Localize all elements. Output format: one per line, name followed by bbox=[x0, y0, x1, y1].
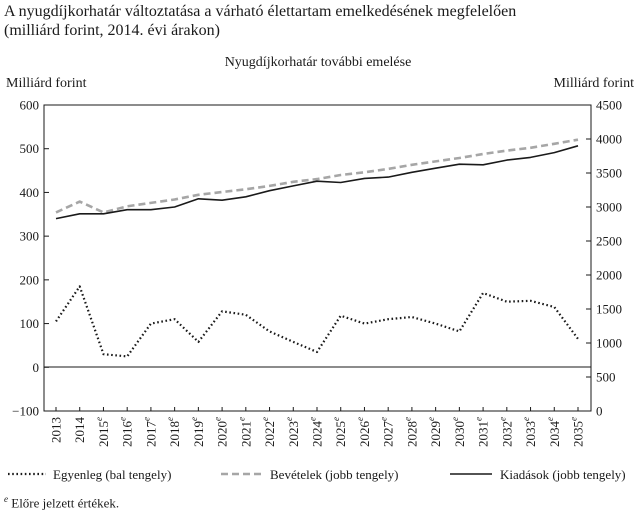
left-tick-label: 200 bbox=[20, 272, 40, 287]
right-tick-label: 3500 bbox=[596, 166, 622, 181]
footnote-marker: e bbox=[4, 494, 8, 504]
left-tick-label: −100 bbox=[12, 404, 39, 419]
left-tick-label: 600 bbox=[20, 98, 40, 113]
chart-title-line-2: (milliárd forint, 2014. évi árakon) bbox=[4, 22, 220, 39]
x-tick-label: 2032e bbox=[497, 417, 514, 447]
legend-expenditure-label: Kiadások (jobb tengely) bbox=[500, 467, 626, 482]
x-tick-label: 2014 bbox=[72, 417, 87, 444]
x-tick-label: 2020e bbox=[213, 417, 230, 447]
x-tick-label: 2017e bbox=[141, 417, 158, 447]
x-tick-label: 2029e bbox=[426, 417, 443, 447]
x-tick-label: 2019e bbox=[189, 417, 206, 447]
x-tick-label: 2031e bbox=[474, 417, 491, 447]
legend-revenue-label: Bevételek (jobb tengely) bbox=[270, 467, 399, 482]
x-tick-label: 2015e bbox=[94, 417, 111, 447]
x-tick-label: 2024e bbox=[308, 417, 325, 447]
x-tick-label: 2026e bbox=[355, 417, 372, 447]
chart-title: A nyugdíjkorhatár változtatása a várható… bbox=[4, 2, 516, 40]
x-tick-label: 2025e bbox=[331, 417, 348, 447]
right-tick-label: 1500 bbox=[596, 302, 622, 317]
right-tick-label: 2000 bbox=[596, 268, 622, 283]
left-tick-label: 400 bbox=[20, 185, 40, 200]
right-tick-label: 4500 bbox=[596, 98, 622, 113]
left-tick-label: 100 bbox=[20, 316, 40, 331]
x-axis: 2013 2014 2015e 2016e 2017e 2018e 2019e 2020e 20… bbox=[49, 407, 586, 447]
right-axis: 0 500 1000 1500 2000 2500 3000 3500 4000 4500 bbox=[586, 98, 622, 419]
chart-subtitle: Nyugdíjkorhatár további emelése bbox=[225, 55, 412, 70]
right-tick-label: 500 bbox=[596, 370, 616, 385]
x-tick-label: 2027e bbox=[379, 417, 396, 447]
footnote: e Előre jelzett értékek. bbox=[4, 494, 119, 511]
x-tick-label: 2022e bbox=[260, 417, 277, 447]
right-tick-label: 4000 bbox=[596, 132, 622, 147]
line-chart: Nyugdíjkorhatár további emelése Milliárd… bbox=[6, 55, 635, 482]
series-group bbox=[55, 138, 579, 358]
legend: Egyenleg (bal tengely) Bevételek (jobb t… bbox=[8, 467, 626, 482]
x-tick-label: 2035e bbox=[569, 417, 586, 447]
x-tick-label: 2030e bbox=[450, 417, 467, 447]
right-axis-label: Milliárd forint bbox=[554, 76, 635, 91]
x-tick-label: 2021e bbox=[236, 417, 253, 447]
x-tick-label: 2028e bbox=[402, 417, 419, 447]
left-tick-label: 0 bbox=[33, 360, 40, 375]
balance-line bbox=[55, 285, 579, 358]
footnote-text: Előre jelzett értékek. bbox=[11, 495, 120, 511]
x-tick-label: 2018e bbox=[165, 417, 182, 447]
x-tick-label: 2034e bbox=[545, 417, 562, 447]
expenditure-line bbox=[55, 145, 579, 220]
right-tick-label: 1000 bbox=[596, 336, 622, 351]
left-axis: −100 0 100 200 300 400 500 600 bbox=[12, 98, 49, 419]
revenue-line bbox=[55, 138, 579, 214]
chart-title-line-1: A nyugdíjkorhatár változtatása a várható… bbox=[4, 3, 517, 20]
right-tick-label: 3000 bbox=[596, 200, 622, 215]
right-tick-label: 0 bbox=[596, 404, 603, 419]
right-tick-label: 2500 bbox=[596, 234, 622, 249]
left-tick-label: 500 bbox=[20, 141, 40, 156]
legend-balance-label: Egyenleg (bal tengely) bbox=[53, 467, 171, 482]
left-axis-label: Milliárd forint bbox=[6, 76, 87, 91]
x-tick-label: 2016e bbox=[118, 417, 135, 447]
left-tick-label: 300 bbox=[20, 229, 40, 244]
x-tick-label: 2013 bbox=[49, 417, 64, 443]
x-tick-label: 2023e bbox=[284, 417, 301, 447]
x-tick-label: 2033e bbox=[521, 417, 538, 447]
